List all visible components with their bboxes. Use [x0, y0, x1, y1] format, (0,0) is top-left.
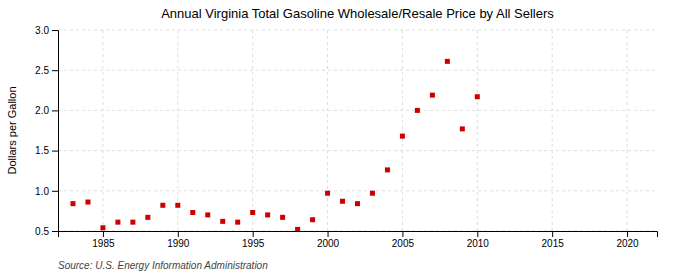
x-tick: 2000 — [317, 231, 340, 249]
point — [100, 225, 105, 230]
point — [145, 215, 150, 220]
x-grid-line — [627, 30, 628, 231]
x-grid-line — [252, 30, 253, 231]
x-tick-label: 2015 — [542, 238, 565, 249]
point — [310, 217, 315, 222]
point — [400, 134, 405, 139]
point — [115, 220, 120, 225]
y-tick-mark — [52, 151, 58, 152]
x-tick: 2010 — [467, 231, 490, 249]
x-tick-mark — [552, 231, 553, 237]
y-tick-label: 1.0 — [35, 186, 49, 197]
x-grid-line — [552, 30, 553, 231]
x-tick-label: 2005 — [392, 238, 415, 249]
y-tick-mark — [52, 110, 58, 111]
x-grid-line — [102, 30, 103, 231]
point — [325, 191, 330, 196]
point — [220, 219, 225, 224]
point — [370, 191, 375, 196]
x-grid-line — [327, 30, 328, 231]
x-tick: 2005 — [392, 231, 415, 249]
y-tick-mark — [52, 70, 58, 71]
point — [265, 212, 270, 217]
y-tick-label: 2.5 — [35, 65, 49, 76]
point — [130, 220, 135, 225]
y-tick: 2.0 — [35, 105, 58, 116]
grid — [58, 30, 657, 231]
y-tick-mark — [52, 191, 58, 192]
x-tick-label: 2020 — [616, 238, 639, 249]
y-tick-label: 0.5 — [35, 226, 49, 237]
y-grid-line — [58, 30, 657, 31]
point — [295, 227, 300, 231]
x-tick-mark — [103, 231, 104, 237]
x-tick: 2015 — [542, 231, 565, 249]
source-note: Source: U.S. Energy Information Administ… — [58, 260, 268, 271]
y-tick-mark — [52, 231, 58, 232]
y-grid-line — [58, 70, 657, 71]
y-axis-line — [52, 31, 59, 232]
x-tick-label: 1985 — [92, 238, 115, 249]
point — [475, 94, 480, 99]
point — [205, 212, 210, 217]
point — [235, 220, 240, 225]
point — [190, 210, 195, 215]
y-axis-label: Dollars per Gallon — [6, 86, 18, 174]
point — [445, 59, 450, 64]
y-grid-line — [58, 190, 657, 191]
y-tick-mark — [52, 30, 58, 31]
y-tick-label: 3.0 — [35, 25, 49, 36]
x-tick-label: 1995 — [242, 238, 265, 249]
x-tick-label: 2010 — [467, 238, 490, 249]
y-tick: 0.5 — [35, 226, 58, 237]
x-tick-mark — [178, 231, 179, 237]
point — [415, 108, 420, 113]
x-grid-line — [177, 30, 178, 231]
point — [355, 201, 360, 206]
x-grid-line — [402, 30, 403, 231]
x-tick: 1990 — [167, 231, 190, 249]
y-tick: 2.5 — [35, 65, 58, 76]
y-grid-line — [58, 110, 657, 111]
y-tick: 1.0 — [35, 186, 58, 197]
x-tick-mark — [253, 231, 254, 237]
y-tick-label: 1.5 — [35, 145, 49, 156]
point — [460, 126, 465, 131]
x-tick: 1985 — [92, 231, 115, 249]
point — [70, 201, 75, 206]
point — [340, 199, 345, 204]
y-tick: 1.5 — [35, 145, 58, 156]
plot-area: 1985 1990 1995 2000 2005 2010 2015 2020 0.5 1.0 1.… — [35, 25, 657, 249]
x-tick-label: 1990 — [167, 238, 190, 249]
point — [385, 167, 390, 172]
y-tick: 3.0 — [35, 25, 58, 36]
y-axis: 0.5 1.0 1.5 2.0 2.5 3.0 — [35, 25, 58, 237]
x-tick-mark — [477, 231, 478, 237]
y-tick-label: 2.0 — [35, 105, 49, 116]
point — [175, 203, 180, 208]
x-grid-line — [477, 30, 478, 231]
x-tick-label: 2000 — [317, 238, 340, 249]
point — [280, 215, 285, 220]
x-tick-mark — [627, 231, 628, 237]
x-tick: 1995 — [242, 231, 265, 249]
point — [160, 203, 165, 208]
x-axis: 1985 1990 1995 2000 2005 2010 2015 2020 — [59, 231, 658, 249]
chart-container: 1985 1990 1995 2000 2005 2010 2015 2020 0.5 1.0 1.… — [0, 0, 675, 275]
point — [85, 200, 90, 205]
chart-svg: 1985 1990 1995 2000 2005 2010 2015 2020 0.5 1.0 1.… — [0, 0, 675, 275]
point — [250, 210, 255, 215]
point — [430, 93, 435, 98]
x-tick-mark — [402, 231, 403, 237]
x-axis-line — [59, 232, 658, 238]
points — [70, 59, 479, 231]
x-tick: 2020 — [616, 231, 639, 249]
x-tick-mark — [328, 231, 329, 237]
y-grid-line — [58, 150, 657, 151]
title: Annual Virginia Total Gasoline Wholesale… — [161, 6, 554, 21]
